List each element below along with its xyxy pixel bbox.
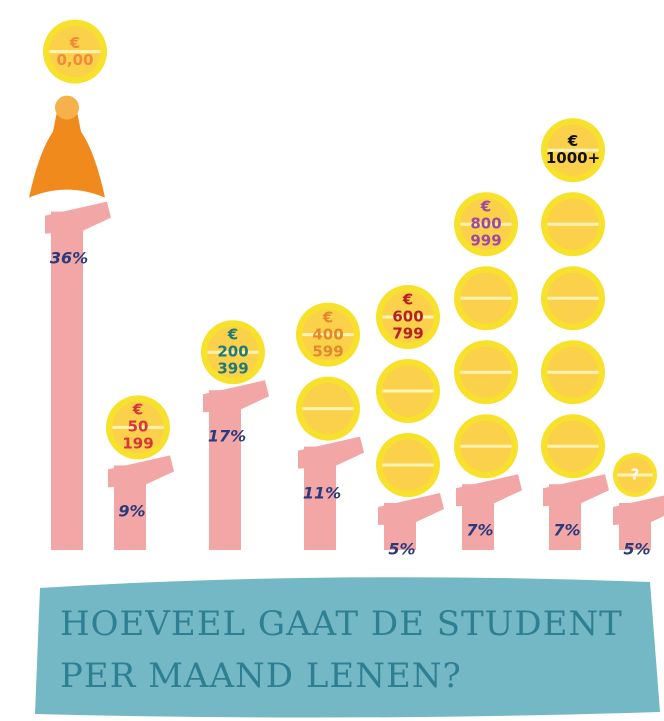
- hand: [108, 455, 174, 487]
- hand: [203, 380, 269, 412]
- value-label: 7%: [553, 521, 580, 540]
- hand: [45, 202, 111, 234]
- x-tick-label: € 800 999: [470, 199, 501, 250]
- value-label: 17%: [208, 427, 246, 446]
- x-tick-label: ?: [631, 467, 640, 484]
- hand: [298, 437, 364, 469]
- value-label: 9%: [118, 502, 145, 521]
- value-label: 5%: [388, 540, 415, 559]
- hand: [378, 493, 444, 525]
- value-label: 7%: [466, 521, 493, 540]
- hand: [543, 474, 609, 506]
- chart-title: HOEVEEL GAAT DE STUDENT PER MAAND LENEN?: [60, 598, 640, 702]
- x-tick-label: € 0,00: [56, 35, 93, 69]
- value-label: 36%: [50, 248, 88, 267]
- x-tick-label: € 50 199: [122, 402, 153, 453]
- buddha-head: [55, 96, 79, 120]
- value-label: 5%: [623, 540, 650, 559]
- x-tick-label: € 200 399: [217, 327, 248, 378]
- value-label: 11%: [303, 483, 341, 502]
- arm: [209, 390, 241, 550]
- x-tick-label: € 1000+: [546, 133, 600, 167]
- x-tick-label: € 600 799: [392, 292, 423, 343]
- hand: [613, 493, 664, 525]
- hand: [456, 474, 522, 506]
- page: HOEVEEL GAAT DE STUDENT PER MAAND LENEN?…: [0, 0, 664, 721]
- x-tick-label: € 400 599: [312, 309, 343, 360]
